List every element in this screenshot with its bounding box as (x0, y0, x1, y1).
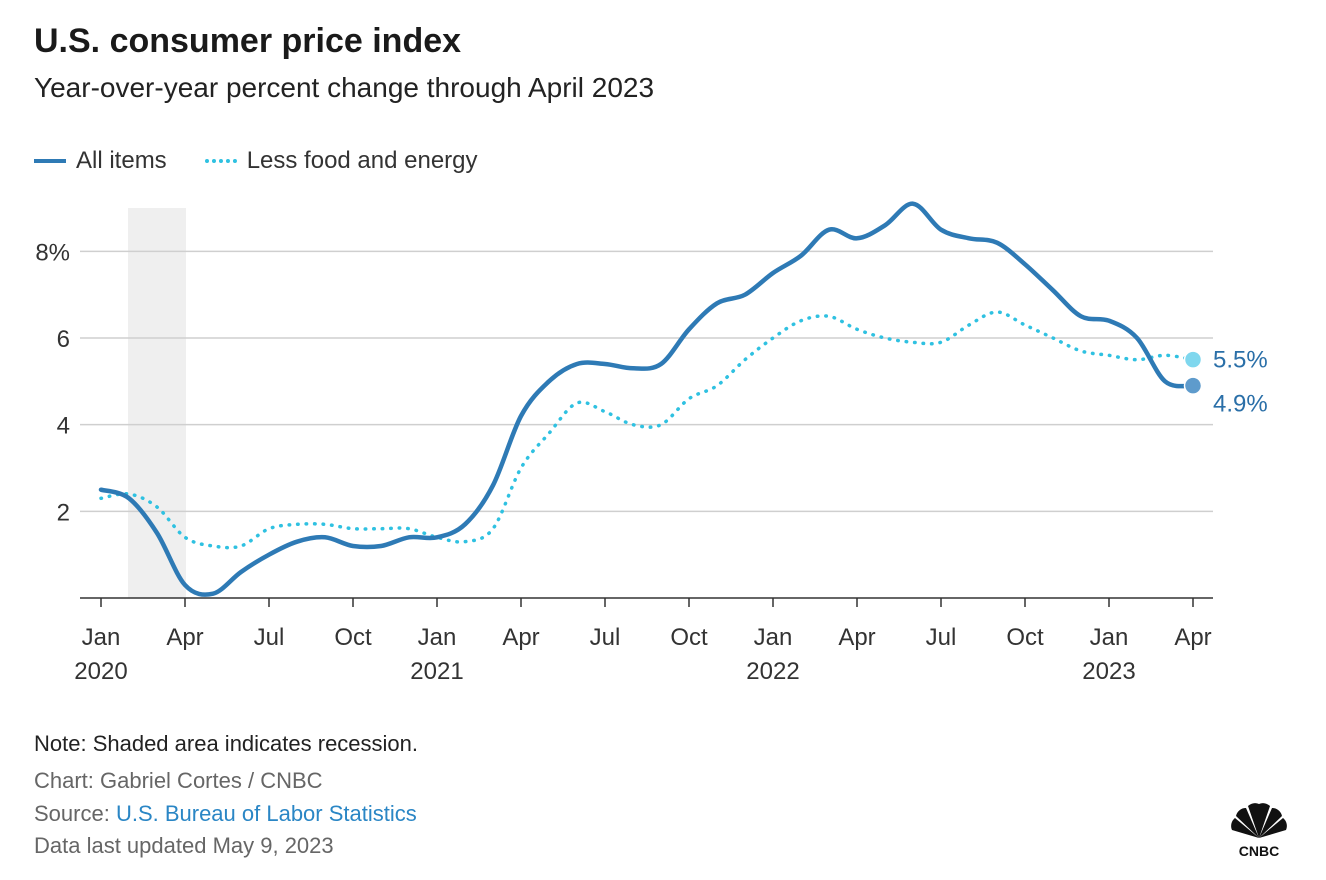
source-line: Source: U.S. Bureau of Labor Statistics (34, 801, 417, 827)
x-tick-label: Oct (670, 624, 708, 651)
x-tick-label: Jul (254, 624, 285, 651)
x-tick-year-label: 2021 (410, 658, 463, 685)
x-tick-label: Oct (334, 624, 372, 651)
legend-item-core: Less food and energy (204, 147, 478, 175)
x-tick-label: Jul (590, 624, 621, 651)
y-tick-label: 6 (57, 326, 70, 353)
logo-text: CNBC (1239, 843, 1279, 858)
legend-swatch-solid (34, 159, 66, 163)
legend-label: All items (76, 147, 167, 174)
legend-item-all-items: All items (34, 147, 167, 175)
x-tick-label: Apr (502, 624, 539, 651)
x-tick-label: Apr (838, 624, 875, 651)
source-link[interactable]: U.S. Bureau of Labor Statistics (115, 801, 417, 826)
x-tick-label: Jul (926, 624, 957, 651)
x-tick-year-label: 2023 (1082, 658, 1135, 685)
chart-title: U.S. consumer price index (34, 22, 462, 60)
x-tick-label: Jan (1090, 624, 1129, 651)
x-tick-label: Apr (166, 624, 203, 651)
legend: All items Less food and energy (34, 146, 516, 176)
end-label-core: 5.5% (1213, 347, 1268, 374)
footnote: Note: Shaded area indicates recession. (34, 731, 419, 756)
end-marker-core (1183, 350, 1203, 369)
line-chart: 2 4 6 8% Jan 2020 Apr Jul Oct Jan 2021 Apr Jul Oct Jan… (35, 201, 1268, 685)
x-tick-label: Jan (418, 624, 457, 651)
chart-subtitle: Year-over-year percent change through Ap… (34, 72, 655, 103)
x-tick-label: Jan (82, 624, 121, 651)
legend-swatch-dotted (204, 159, 237, 163)
last-updated: Data last updated May 9, 2023 (34, 833, 334, 858)
x-tick-label: Jan (754, 624, 793, 651)
legend-label: Less food and energy (246, 147, 478, 174)
chart-credit: Chart: Gabriel Cortes / CNBC (34, 768, 323, 793)
y-tick-label: 2 (57, 499, 70, 526)
source-prefix: Source: (34, 801, 116, 826)
x-tick-label: Oct (1006, 624, 1044, 651)
series-line-core (99, 310, 1195, 550)
x-tick-year-label: 2022 (746, 658, 799, 685)
end-label-all-items: 4.9% (1213, 391, 1268, 418)
y-tick-label: 8% (35, 239, 70, 266)
end-marker-all-items (1183, 376, 1203, 395)
recession-shade (128, 208, 186, 598)
series-line-all-items (98, 201, 1196, 597)
x-tick-year-label: 2020 (74, 658, 127, 685)
x-tick-label: Apr (1174, 624, 1211, 651)
cnbc-logo: CNBC (1231, 803, 1287, 858)
peacock-icon (1231, 803, 1287, 838)
y-tick-label: 4 (57, 413, 70, 440)
